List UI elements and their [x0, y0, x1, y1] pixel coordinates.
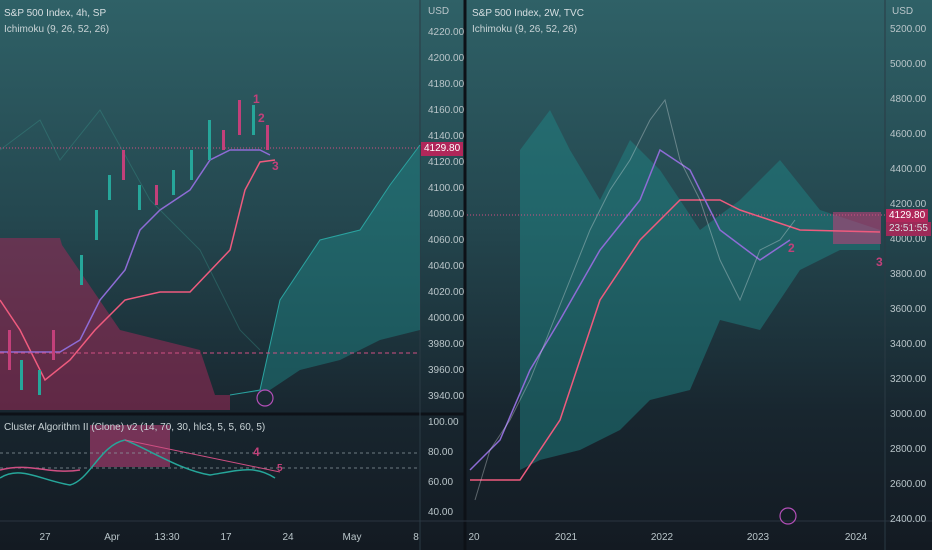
- oscillator-label: 40.00: [428, 507, 454, 518]
- time-label: 2021: [554, 532, 578, 543]
- price-label: 2600.00: [890, 479, 927, 490]
- annotation: 1: [253, 92, 260, 106]
- currency: USD: [892, 6, 914, 17]
- oscillator-label: 100.00: [428, 417, 459, 428]
- price-label: 2400.00: [890, 514, 927, 525]
- price-label: 4400.00: [890, 164, 927, 175]
- ichimoku-cloud: [520, 110, 880, 470]
- time-label: 2022: [650, 532, 674, 543]
- oscillator-label: 80.00: [428, 447, 454, 458]
- ichimoku-cloud-bull: [230, 145, 420, 395]
- time-label: 20: [468, 532, 480, 543]
- time-label: 13:30: [154, 532, 180, 543]
- zone-highlight: [90, 425, 170, 467]
- time-label: May: [342, 532, 362, 543]
- conversion-line: [469, 148, 791, 471]
- price-label: 3980.00: [428, 339, 465, 350]
- time-label: 27: [39, 532, 51, 543]
- event-icon: [256, 389, 274, 407]
- price-label: 4020.00: [428, 287, 465, 298]
- indicator-label: Ichimoku (9, 26, 52, 26): [472, 24, 578, 35]
- price-label: 4200.00: [428, 53, 465, 64]
- price-label: 4140.00: [428, 131, 465, 142]
- countdown-tag: 23:51:55: [886, 222, 931, 236]
- candles: [8, 100, 269, 395]
- currency: USD: [428, 6, 450, 17]
- price-path: [474, 98, 796, 501]
- annotation: 4: [253, 445, 260, 459]
- price-label: 2800.00: [890, 444, 927, 455]
- price-label: 4180.00: [428, 79, 465, 90]
- price-label: 3800.00: [890, 269, 927, 280]
- price-label: 3400.00: [890, 339, 927, 350]
- price-label: 4000.00: [890, 234, 927, 245]
- oscillator-label: 60.00: [428, 477, 454, 488]
- price-label: 4060.00: [428, 235, 465, 246]
- price-label: 4000.00: [428, 313, 465, 324]
- price-label: 4200.00: [890, 199, 927, 210]
- span-a: [229, 144, 421, 396]
- price-label: 5000.00: [890, 59, 927, 70]
- annotation: 3: [272, 159, 279, 173]
- price-label: 4100.00: [428, 183, 465, 194]
- oscillator-title: Cluster Algorithm II (Clone) v2 (14, 70,…: [4, 422, 266, 433]
- annotation: 2: [258, 111, 265, 125]
- oscillator-line-2: [0, 466, 81, 472]
- conversion-line: [0, 149, 271, 353]
- annotation: 2: [788, 241, 795, 255]
- price-label: 3600.00: [890, 304, 927, 315]
- time-label: 2023: [746, 532, 770, 543]
- price-label: 3200.00: [890, 374, 927, 385]
- price-label: 5200.00: [890, 24, 927, 35]
- time-label: Apr: [104, 532, 120, 543]
- last-price-tag: 4129.80: [886, 209, 929, 223]
- chart-title: S&P 500 Index, 4h, SP: [4, 8, 107, 19]
- ichimoku-cloud-bear: [0, 238, 230, 410]
- price-label: 4120.00: [428, 157, 465, 168]
- divergence-line: [124, 439, 281, 473]
- base-line: [470, 199, 881, 481]
- event-icon: [779, 507, 797, 525]
- price-label: 4220.00: [428, 27, 465, 38]
- cloud-projection: [833, 212, 881, 244]
- annotation: 3: [876, 255, 883, 269]
- time-label: 8: [413, 532, 419, 543]
- indicator-label: Ichimoku (9, 26, 52, 26): [4, 24, 110, 35]
- time-label: 24: [282, 532, 294, 543]
- time-label: 2024: [844, 532, 868, 543]
- price-label: 4040.00: [428, 261, 465, 272]
- time-label: 17: [220, 532, 232, 543]
- last-price-tag: 4129.80: [421, 142, 464, 156]
- chart-title: S&P 500 Index, 2W, TVC: [472, 8, 584, 19]
- price-label: 4080.00: [428, 209, 465, 220]
- price-label: 4160.00: [428, 105, 465, 116]
- price-label: 3000.00: [890, 409, 927, 420]
- price-label: 4600.00: [890, 129, 927, 140]
- price-label: 4800.00: [890, 94, 927, 105]
- annotation: 5: [277, 463, 283, 474]
- price-label: 3940.00: [428, 391, 465, 402]
- price-label: 3960.00: [428, 365, 465, 376]
